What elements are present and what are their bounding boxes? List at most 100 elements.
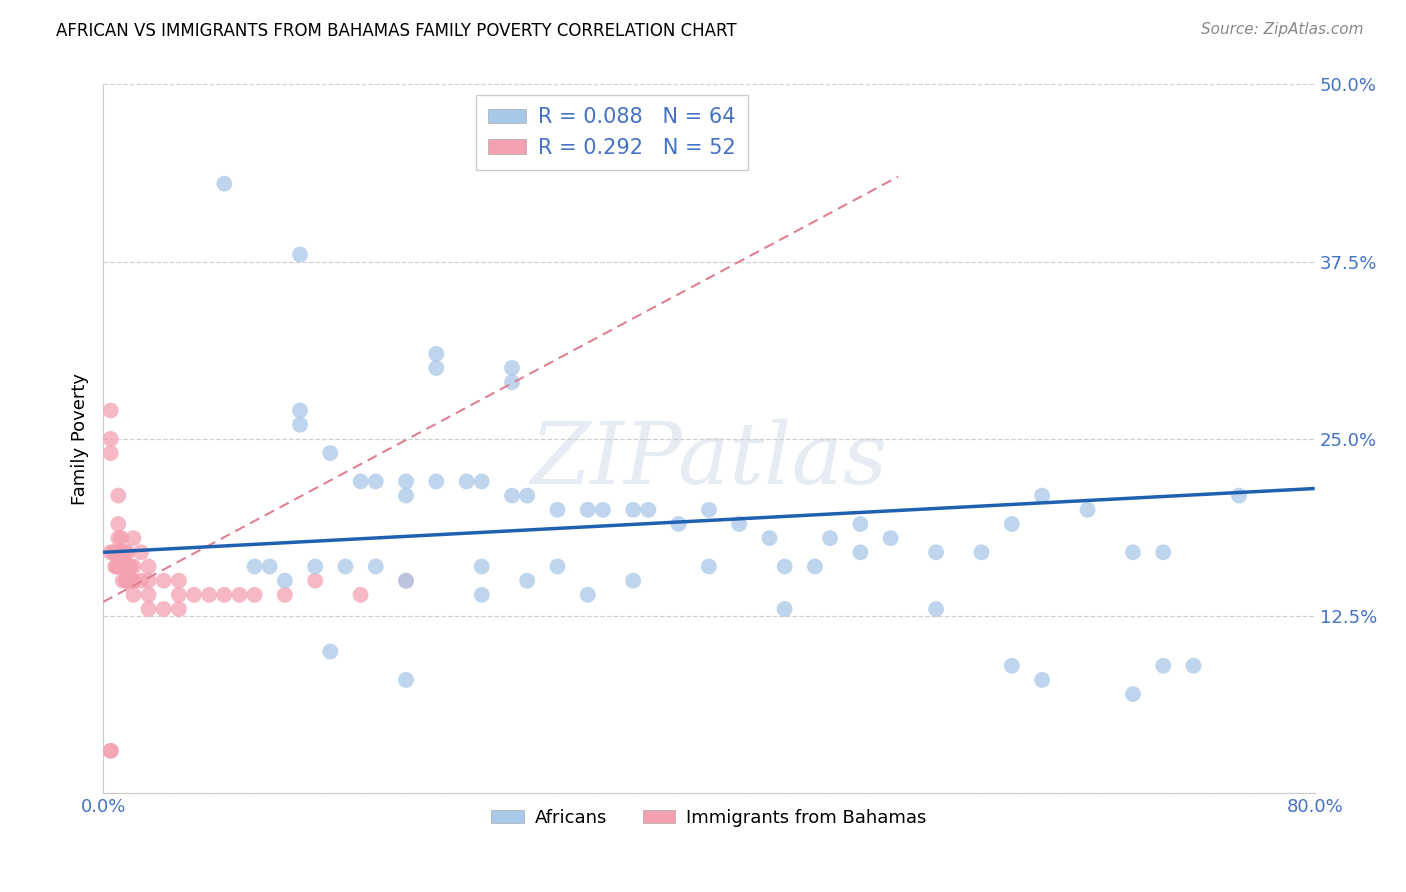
Point <box>1076 503 1098 517</box>
Point <box>107 489 129 503</box>
Point <box>546 503 568 517</box>
Point <box>637 503 659 517</box>
Point <box>122 531 145 545</box>
Point <box>288 417 311 432</box>
Point <box>425 475 447 489</box>
Point <box>501 361 523 376</box>
Text: ZIPatlas: ZIPatlas <box>530 419 887 501</box>
Point <box>516 489 538 503</box>
Point <box>758 531 780 545</box>
Point <box>501 489 523 503</box>
Point <box>167 602 190 616</box>
Point <box>122 574 145 588</box>
Point <box>288 247 311 261</box>
Point <box>456 475 478 489</box>
Point <box>576 588 599 602</box>
Point <box>804 559 827 574</box>
Point <box>471 588 494 602</box>
Point <box>425 361 447 376</box>
Point <box>138 602 160 616</box>
Point <box>925 545 948 559</box>
Point <box>288 403 311 417</box>
Point <box>122 559 145 574</box>
Text: Source: ZipAtlas.com: Source: ZipAtlas.com <box>1201 22 1364 37</box>
Point <box>592 503 614 517</box>
Point <box>1001 658 1024 673</box>
Point <box>138 559 160 574</box>
Point <box>697 559 720 574</box>
Point <box>100 432 122 446</box>
Point <box>183 588 205 602</box>
Point <box>395 574 418 588</box>
Point <box>395 475 418 489</box>
Point <box>104 545 127 559</box>
Point <box>120 559 142 574</box>
Point <box>152 574 174 588</box>
Point <box>274 588 297 602</box>
Point <box>111 574 134 588</box>
Point <box>349 588 371 602</box>
Point <box>104 559 127 574</box>
Point <box>1031 489 1053 503</box>
Point <box>471 559 494 574</box>
Point <box>115 574 138 588</box>
Point <box>107 516 129 531</box>
Point <box>103 545 125 559</box>
Point <box>152 602 174 616</box>
Point <box>122 574 145 588</box>
Point <box>138 588 160 602</box>
Point <box>105 559 128 574</box>
Point <box>100 744 122 758</box>
Point <box>100 744 122 758</box>
Point <box>925 602 948 616</box>
Point <box>228 588 250 602</box>
Point <box>849 545 872 559</box>
Point <box>516 574 538 588</box>
Point <box>122 588 145 602</box>
Point <box>115 545 138 559</box>
Point <box>259 559 281 574</box>
Point <box>1227 489 1250 503</box>
Point <box>129 545 152 559</box>
Point <box>1122 545 1144 559</box>
Point <box>167 574 190 588</box>
Y-axis label: Family Poverty: Family Poverty <box>72 373 89 505</box>
Point <box>621 503 644 517</box>
Point <box>1001 516 1024 531</box>
Point <box>100 545 122 559</box>
Point <box>107 559 129 574</box>
Point <box>214 588 236 602</box>
Point <box>110 531 132 545</box>
Point <box>138 574 160 588</box>
Point <box>214 177 236 191</box>
Text: AFRICAN VS IMMIGRANTS FROM BAHAMAS FAMILY POVERTY CORRELATION CHART: AFRICAN VS IMMIGRANTS FROM BAHAMAS FAMIL… <box>56 22 737 40</box>
Point <box>970 545 993 559</box>
Point <box>117 574 139 588</box>
Point <box>364 559 387 574</box>
Point <box>274 574 297 588</box>
Point <box>118 574 141 588</box>
Point <box>501 375 523 389</box>
Point <box>243 559 266 574</box>
Point <box>818 531 841 545</box>
Point <box>395 673 418 687</box>
Point <box>621 574 644 588</box>
Point <box>697 503 720 517</box>
Point <box>849 516 872 531</box>
Point <box>546 559 568 574</box>
Point <box>335 559 357 574</box>
Point <box>107 531 129 545</box>
Point <box>167 588 190 602</box>
Point <box>395 574 418 588</box>
Point <box>100 446 122 460</box>
Point <box>773 559 796 574</box>
Point <box>111 545 134 559</box>
Point <box>425 347 447 361</box>
Point <box>364 475 387 489</box>
Point <box>879 531 901 545</box>
Point <box>349 475 371 489</box>
Point <box>1031 673 1053 687</box>
Point <box>319 446 342 460</box>
Point <box>319 644 342 658</box>
Point <box>728 516 751 531</box>
